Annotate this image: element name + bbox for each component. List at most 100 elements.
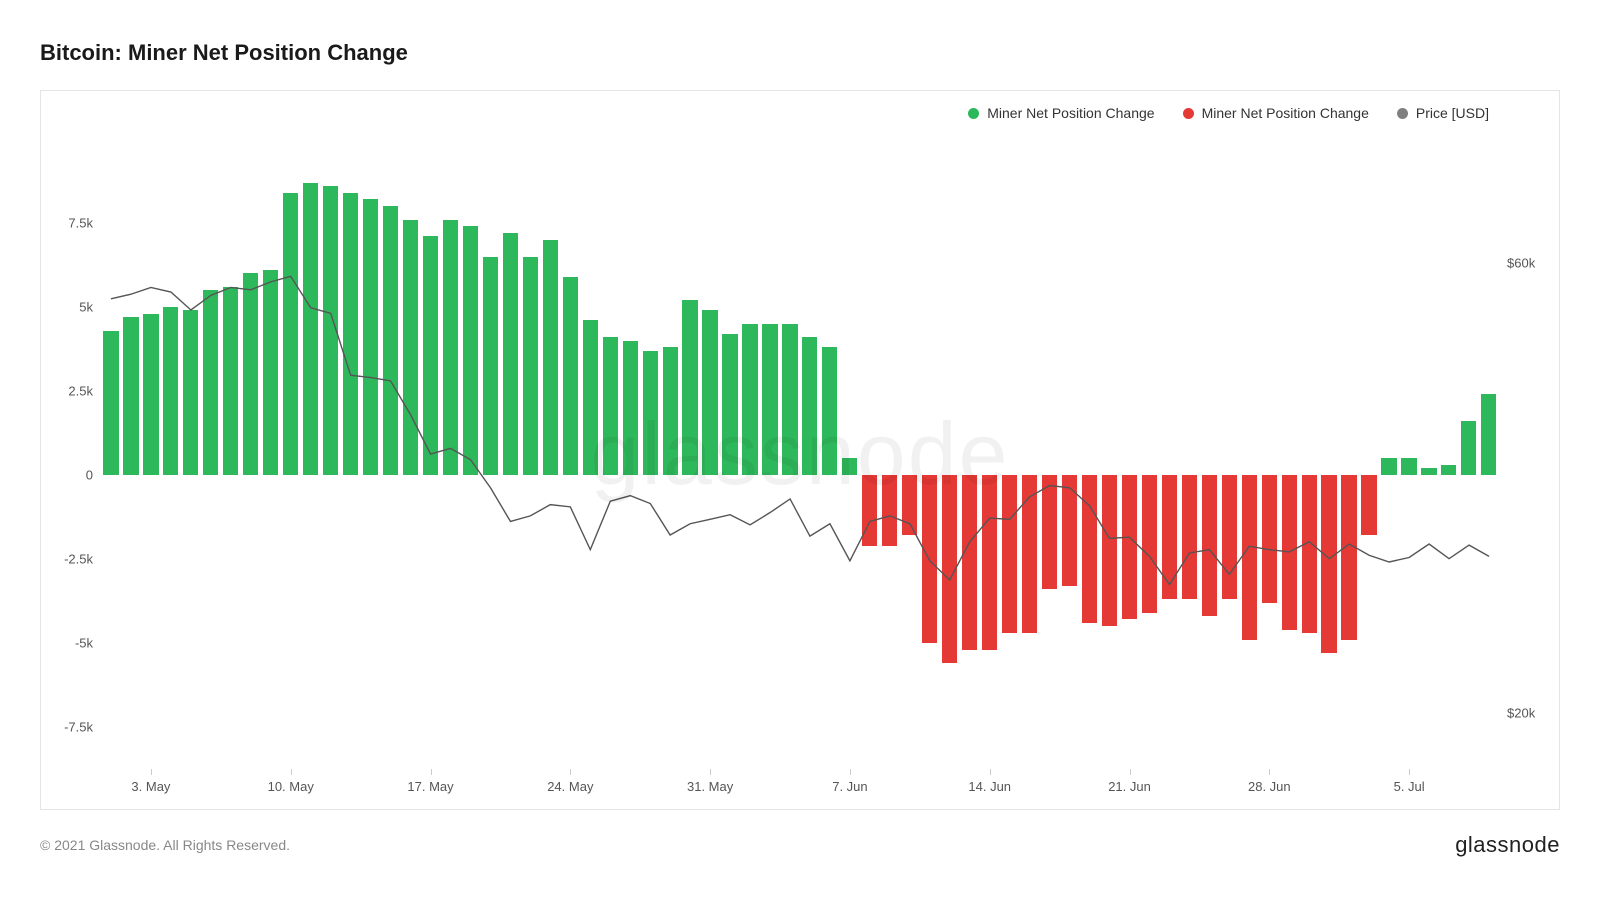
bar	[962, 475, 977, 650]
bar	[982, 475, 997, 650]
bar-slot	[1259, 139, 1279, 769]
bar-slot	[1339, 139, 1359, 769]
bar	[1182, 475, 1197, 599]
x-tick-mark	[1409, 769, 1410, 775]
bar-slot	[1399, 139, 1419, 769]
bar	[1361, 475, 1376, 535]
bar	[203, 290, 218, 475]
bar-slot	[700, 139, 720, 769]
bar-slot	[1199, 139, 1219, 769]
bar	[1062, 475, 1077, 586]
bar-slot	[460, 139, 480, 769]
bar-slot	[1099, 139, 1119, 769]
bar-slot	[1299, 139, 1319, 769]
bar-slot	[800, 139, 820, 769]
y-tick-left: 2.5k	[68, 384, 93, 399]
x-tick: 17. May	[407, 779, 453, 794]
bar-slot	[860, 139, 880, 769]
bar	[623, 341, 638, 475]
x-tick: 3. May	[131, 779, 170, 794]
legend-swatch	[1397, 108, 1408, 119]
bar	[1321, 475, 1336, 653]
bar-slot	[500, 139, 520, 769]
bar	[1262, 475, 1277, 603]
bar-slot	[1139, 139, 1159, 769]
y-tick-left: 0	[86, 468, 93, 483]
bar	[103, 331, 118, 475]
y-tick-left: -5k	[75, 636, 93, 651]
bar	[882, 475, 897, 546]
bar-slot	[900, 139, 920, 769]
x-tick: 28. Jun	[1248, 779, 1291, 794]
bar-slot	[520, 139, 540, 769]
bar	[1242, 475, 1257, 640]
bar	[722, 334, 737, 475]
bar-slot	[341, 139, 361, 769]
bars-layer	[101, 139, 1499, 769]
bar-slot	[321, 139, 341, 769]
bar	[423, 236, 438, 475]
bar	[1381, 458, 1396, 475]
y-axis-right: $60k$20k	[1499, 139, 1559, 769]
bar-slot	[1379, 139, 1399, 769]
bar-slot	[181, 139, 201, 769]
bar-slot	[241, 139, 261, 769]
bar	[563, 277, 578, 475]
x-tick-mark	[990, 769, 991, 775]
legend-label: Price [USD]	[1416, 105, 1489, 121]
bar-slot	[1119, 139, 1139, 769]
x-tick-mark	[570, 769, 571, 775]
bar-slot	[1439, 139, 1459, 769]
bar-slot	[540, 139, 560, 769]
bar-slot	[281, 139, 301, 769]
bar	[1202, 475, 1217, 616]
x-tick-mark	[431, 769, 432, 775]
bar	[403, 220, 418, 475]
bar	[323, 186, 338, 475]
x-tick-mark	[151, 769, 152, 775]
legend-label: Miner Net Position Change	[1202, 105, 1369, 121]
y-tick-left: 7.5k	[68, 216, 93, 231]
bar-slot	[780, 139, 800, 769]
x-tick: 5. Jul	[1394, 779, 1425, 794]
bar	[603, 337, 618, 475]
bar	[663, 347, 678, 475]
bar	[682, 300, 697, 475]
bar-slot	[1279, 139, 1299, 769]
bar-slot	[940, 139, 960, 769]
y-tick-right: $20k	[1507, 705, 1535, 720]
x-tick-mark	[291, 769, 292, 775]
bar-slot	[221, 139, 241, 769]
bar	[902, 475, 917, 535]
bar-slot	[620, 139, 640, 769]
bar-slot	[1239, 139, 1259, 769]
bar-slot	[660, 139, 680, 769]
y-tick-left: -7.5k	[64, 720, 93, 735]
bar-slot	[820, 139, 840, 769]
bar-slot	[1419, 139, 1439, 769]
bar	[862, 475, 877, 546]
x-tick-mark	[710, 769, 711, 775]
bar	[1022, 475, 1037, 633]
bar	[842, 458, 857, 475]
bar-slot	[1040, 139, 1060, 769]
bar	[303, 183, 318, 475]
bar-slot	[580, 139, 600, 769]
bar	[822, 347, 837, 475]
bar-slot	[720, 139, 740, 769]
legend: Miner Net Position ChangeMiner Net Posit…	[968, 105, 1489, 121]
bar-slot	[1359, 139, 1379, 769]
bar	[802, 337, 817, 475]
bar	[143, 314, 158, 475]
bar-slot	[440, 139, 460, 769]
bar-slot	[1479, 139, 1499, 769]
bar	[443, 220, 458, 475]
x-tick-mark	[850, 769, 851, 775]
x-tick: 7. Jun	[832, 779, 867, 794]
bar-slot	[740, 139, 760, 769]
bar	[922, 475, 937, 643]
bar-slot	[401, 139, 421, 769]
bar-slot	[560, 139, 580, 769]
x-tick: 10. May	[268, 779, 314, 794]
bar	[942, 475, 957, 663]
